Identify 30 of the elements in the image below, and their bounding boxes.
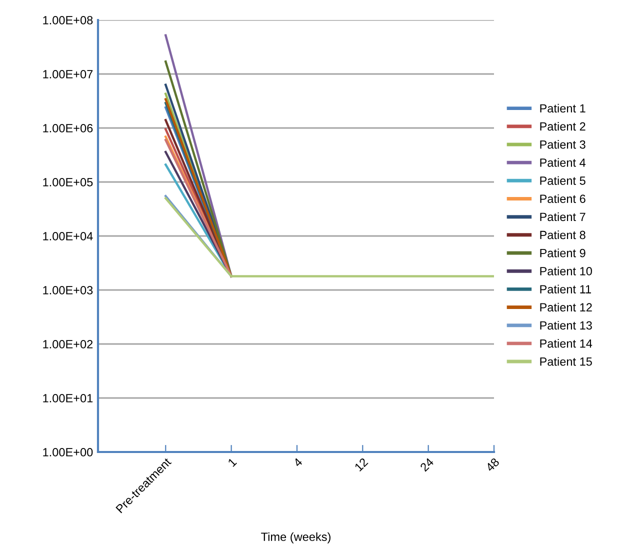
- legend-label: Patient 1: [540, 104, 586, 113]
- legend-label: Patient 3: [540, 140, 586, 149]
- x-tick-label: 24: [420, 457, 434, 472]
- x-tick-label: 12: [354, 458, 368, 472]
- legend-label: Patient 8: [540, 230, 586, 240]
- x-tick-label: 4: [292, 457, 303, 468]
- legend-label: Patient 5: [540, 176, 586, 185]
- y-tick-label: 1.00E+05: [43, 178, 93, 186]
- x-tick-label: 48: [485, 457, 500, 472]
- y-tick-label: 1.00E+06: [43, 124, 93, 132]
- legend-label: Patient 6: [540, 194, 586, 203]
- legend-label: Patient 11: [540, 284, 591, 294]
- legend-label: Patient 7: [540, 212, 586, 222]
- x-tick-label: 1: [228, 458, 237, 467]
- y-tick-label: 1.00E+01: [43, 394, 93, 402]
- legend-label: Patient 15: [540, 357, 592, 366]
- y-tick-label: 1.00E+08: [43, 16, 93, 24]
- legend-label: Patient 10: [540, 266, 592, 276]
- x-axis-title: Time (weeks): [261, 532, 330, 544]
- y-tick-label: 1.00E+07: [43, 70, 93, 78]
- legend-label: Patient 14: [540, 339, 592, 348]
- legend-label: Patient 12: [540, 302, 592, 312]
- legend-label: Patient 2: [540, 122, 586, 131]
- y-tick-label: 1.00E+04: [43, 232, 93, 240]
- y-tick-label: 1.00E+00: [43, 448, 93, 456]
- legend-label: Patient 9: [540, 248, 586, 258]
- legend-label: Patient 4: [540, 158, 586, 167]
- y-tick-label: 1.00E+02: [43, 340, 93, 348]
- y-tick-label: 1.00E+03: [43, 286, 93, 294]
- legend-label: Patient 13: [540, 320, 592, 330]
